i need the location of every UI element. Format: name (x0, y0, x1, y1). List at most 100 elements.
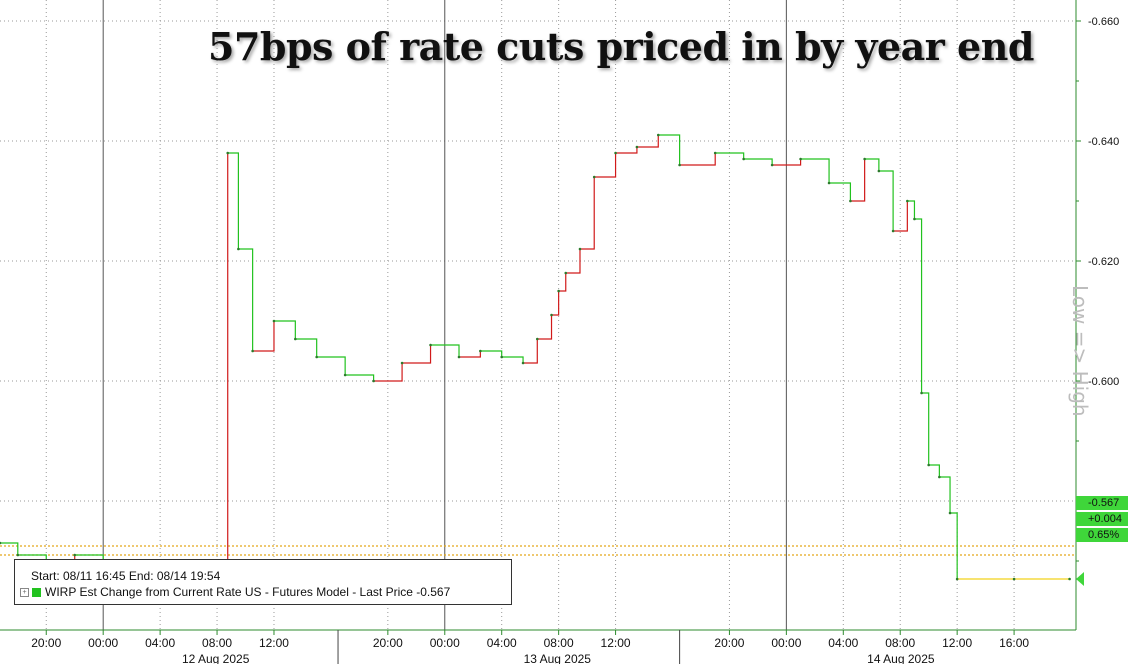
plot-background (0, 0, 1076, 630)
series-point (578, 247, 582, 251)
series-segment (558, 273, 567, 292)
series-point (877, 169, 881, 173)
series-segment (523, 339, 538, 364)
x-tick-label: 12:00 (259, 636, 289, 650)
series-point (73, 553, 77, 557)
x-tick-label: 04:00 (828, 636, 858, 650)
x-tick-label: 20:00 (373, 636, 403, 650)
series-point (948, 511, 952, 515)
y-tick-label: -0.660 (1088, 16, 1119, 28)
series-point (251, 349, 254, 353)
series-segment (579, 177, 595, 250)
series-segment (950, 512, 958, 579)
series-point (938, 475, 941, 479)
x-tick-label: 20:00 (714, 636, 744, 650)
series-point (557, 289, 560, 293)
series-point (770, 163, 774, 167)
net-change-tag: +0.004 (1076, 512, 1128, 526)
series-segment (636, 135, 659, 148)
series-point (535, 337, 539, 341)
x-tick-label: 00:00 (430, 636, 460, 650)
y-tick-label: -0.640 (1088, 136, 1119, 148)
series-point (429, 343, 432, 347)
series-point (742, 157, 745, 161)
series-point (635, 145, 639, 149)
series-point (1012, 577, 1016, 581)
series-point (913, 217, 916, 221)
series-point (827, 181, 831, 185)
series-point (372, 379, 375, 383)
series-segment (939, 476, 951, 513)
series-point (479, 349, 482, 353)
series-segment (893, 201, 908, 232)
x-tick-label: 04:00 (145, 636, 175, 650)
series-point (656, 133, 660, 137)
series-segment (914, 218, 923, 393)
series-point (891, 229, 895, 233)
series-segment (551, 291, 560, 316)
legend-swatch-icon (32, 587, 41, 597)
series-segment (878, 170, 894, 231)
series-segment (345, 374, 375, 381)
x-tick-label: 08:00 (202, 636, 232, 650)
series-point (550, 313, 553, 317)
series-point (592, 175, 596, 179)
series-segment (850, 159, 866, 202)
x-tick-label: 12:00 (601, 636, 631, 650)
series-segment (565, 249, 581, 274)
series-point (564, 271, 568, 275)
pct-change-tag: 0.65% (1076, 528, 1128, 542)
series-segment (238, 248, 254, 351)
series-segment (864, 158, 880, 171)
series-point (237, 247, 240, 251)
x-date-label: 14 Aug 2025 (867, 652, 935, 664)
series-segment (594, 153, 617, 178)
series-segment (829, 182, 852, 201)
series-segment (615, 147, 638, 154)
series-segment (921, 392, 930, 465)
series-point (500, 355, 504, 359)
series-point (920, 391, 923, 395)
series-segment (480, 350, 503, 357)
series-point (16, 553, 20, 557)
series-segment (501, 356, 524, 363)
series-point (713, 151, 717, 155)
series-point (955, 577, 959, 581)
series-segment (800, 158, 830, 183)
series-point (678, 163, 681, 167)
expand-icon[interactable]: + (20, 587, 29, 597)
series-point (343, 373, 347, 377)
x-tick-label: 04:00 (487, 636, 517, 650)
series-point (799, 157, 802, 161)
legend-series-label: WIRP Est Change from Current Rate US - F… (45, 585, 451, 599)
series-segment (459, 351, 481, 358)
series-point (294, 337, 297, 341)
legend-box: Start: 08/11 16:45 End: 08/14 19:54 + WI… (14, 559, 512, 605)
series-segment (537, 315, 553, 340)
series-segment (772, 159, 802, 166)
series-segment (928, 464, 940, 477)
x-tick-label: 08:00 (885, 636, 915, 650)
x-tick-label: 12:00 (942, 636, 972, 650)
series-point (400, 361, 404, 365)
series-point (0, 541, 2, 545)
series-point (1068, 577, 1071, 581)
series-point (849, 199, 852, 203)
x-tick-label: 20:00 (31, 636, 61, 650)
series-segment (679, 153, 716, 166)
series-segment (227, 152, 239, 249)
series-point (272, 319, 276, 323)
last-value-tag: -0.567 (1076, 496, 1128, 510)
series-segment (715, 152, 745, 159)
x-date-label: 13 Aug 2025 (524, 652, 592, 664)
legend-series-row[interactable]: + WIRP Est Change from Current Rate US -… (20, 585, 450, 599)
legend-date-range: Start: 08/11 16:45 End: 08/14 19:54 (31, 569, 221, 583)
series-segment (430, 344, 460, 357)
series-segment (743, 158, 773, 165)
y-side-label: Low => High (1068, 285, 1092, 417)
x-date-label: 12 Aug 2025 (182, 652, 250, 664)
series-segment (316, 356, 346, 375)
series-segment (373, 363, 403, 382)
